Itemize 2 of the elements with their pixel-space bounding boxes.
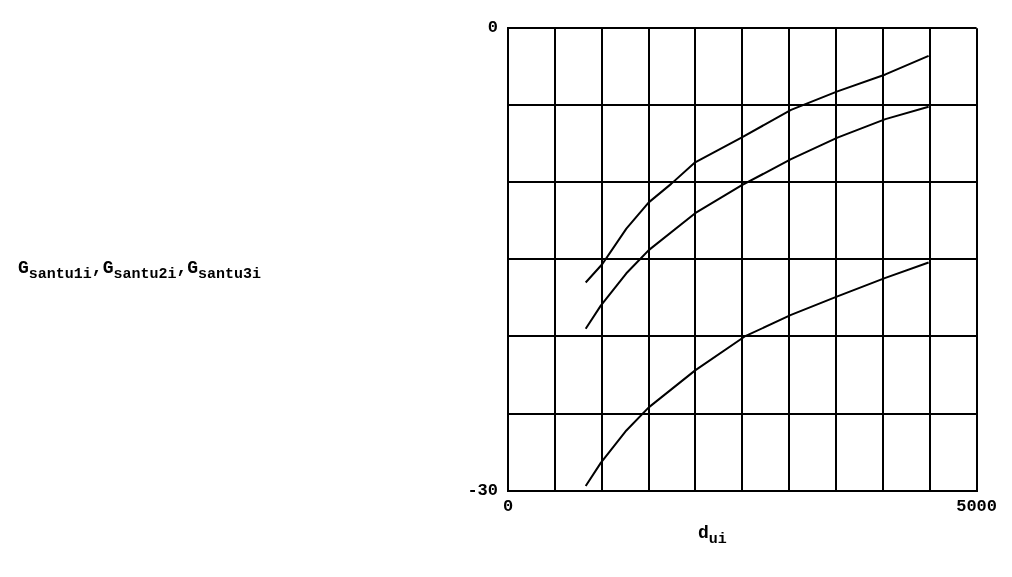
y-tick-label: -30	[467, 480, 498, 500]
x-tick-label: 5000	[956, 497, 997, 517]
